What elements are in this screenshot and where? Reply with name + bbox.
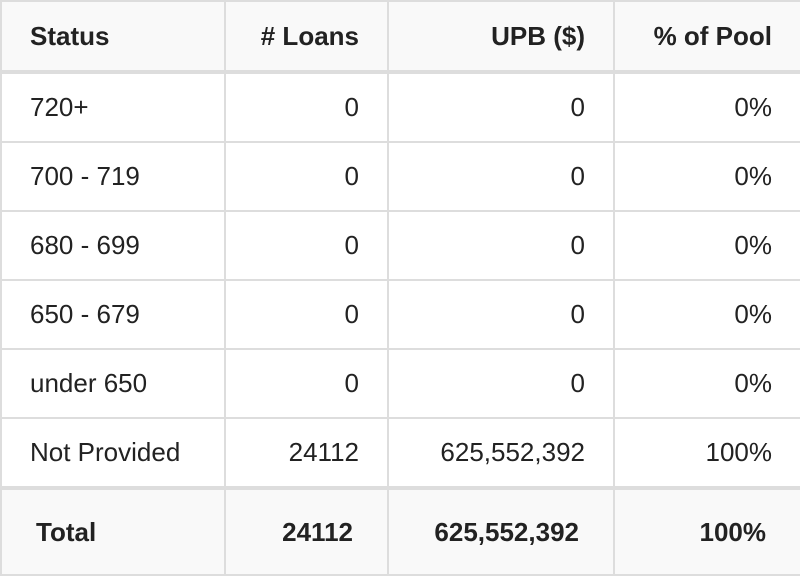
table-cell: 650 - 679 bbox=[0, 279, 226, 350]
table-row: 700 - 719 0 0 0% bbox=[0, 141, 800, 212]
total-cell: 625,552,392 bbox=[387, 486, 615, 576]
table-cell: 0% bbox=[613, 71, 800, 143]
table-cell: 100% bbox=[613, 417, 800, 489]
table-cell: Not Provided bbox=[0, 417, 226, 489]
table-cell: 0% bbox=[613, 279, 800, 350]
table-cell: 680 - 699 bbox=[0, 210, 226, 281]
column-header: UPB ($) bbox=[387, 0, 615, 74]
total-cell: 100% bbox=[613, 486, 800, 576]
table-cell: 0 bbox=[387, 279, 615, 350]
table-cell: 700 - 719 bbox=[0, 141, 226, 212]
table-cell: 0% bbox=[613, 141, 800, 212]
table-cell: 0 bbox=[224, 141, 389, 212]
table-row: Not Provided 24112 625,552,392 100% bbox=[0, 417, 800, 489]
total-cell: 24112 bbox=[224, 486, 389, 576]
table-cell: 0% bbox=[613, 210, 800, 281]
table-row: 680 - 699 0 0 0% bbox=[0, 210, 800, 281]
table-cell: under 650 bbox=[0, 348, 226, 419]
table-cell: 0 bbox=[387, 348, 615, 419]
table-cell: 0 bbox=[387, 141, 615, 212]
table-row: 650 - 679 0 0 0% bbox=[0, 279, 800, 350]
total-cell: Total bbox=[0, 486, 226, 576]
total-row: Total 24112 625,552,392 100% bbox=[0, 486, 800, 576]
column-header: # Loans bbox=[224, 0, 389, 74]
table-cell: 0 bbox=[224, 71, 389, 143]
table-cell: 0 bbox=[387, 71, 615, 143]
table-cell: 0 bbox=[387, 210, 615, 281]
table-body: 720+ 0 0 0% 700 - 719 0 0 0% 680 - 699 0 0 0% 650 - … bbox=[0, 71, 800, 489]
table-cell: 0 bbox=[224, 348, 389, 419]
table-cell: 720+ bbox=[0, 71, 226, 143]
table-row: 720+ 0 0 0% bbox=[0, 71, 800, 143]
column-header: Status bbox=[0, 0, 226, 74]
table-cell: 0 bbox=[224, 210, 389, 281]
header-row: Status # Loans UPB ($)% of Pool bbox=[0, 0, 800, 74]
column-header: % of Pool bbox=[613, 0, 800, 74]
credit-score-table: Status # Loans UPB ($)% of Pool 720+ 0 0 0% 70… bbox=[0, 0, 800, 576]
table-cell: 0% bbox=[613, 348, 800, 419]
table-cell: 0 bbox=[224, 279, 389, 350]
table-cell: 625,552,392 bbox=[387, 417, 615, 489]
table-row: under 650 0 0 0% bbox=[0, 348, 800, 419]
table-cell: 24112 bbox=[224, 417, 389, 489]
